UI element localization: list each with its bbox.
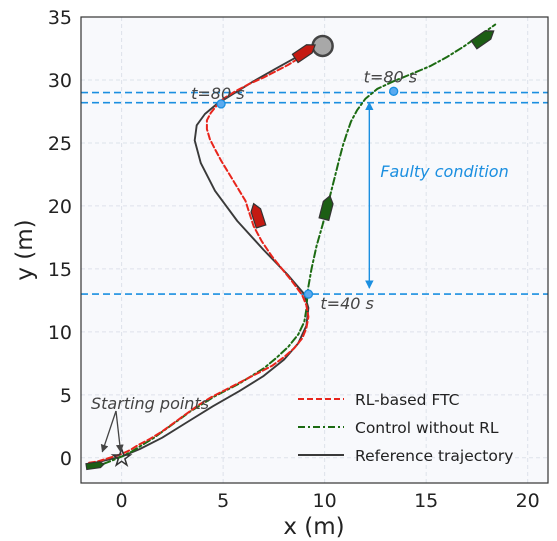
target-marker (311, 34, 334, 58)
starting-point-arrow (115, 410, 124, 453)
vessel-marker (318, 194, 334, 222)
x-tick-label: 5 (217, 490, 229, 512)
vessel-marker (250, 202, 267, 229)
y-tick-label: 15 (48, 259, 72, 281)
plot-frame (80, 16, 549, 484)
faulty-condition-label: Faulty condition (380, 162, 508, 181)
event-lines (81, 91, 548, 295)
y-tick-label: 5 (60, 385, 72, 407)
x-axis-title: x (m) (283, 514, 344, 540)
start-star-marker (110, 446, 133, 468)
y-tick-label: 25 (48, 133, 72, 155)
y-tick-label: 20 (48, 196, 72, 218)
x-tick-label: 0 (116, 490, 128, 512)
series-line-rl-based-ftc (88, 36, 330, 464)
vessel-marker (291, 44, 316, 64)
event-marker (216, 99, 226, 109)
event-label: t=40 s (320, 294, 373, 313)
y-tick-label: 10 (48, 322, 72, 344)
legend: RL-based FTC Control without RL Reference … (298, 391, 513, 465)
x-tick-label: 10 (313, 490, 337, 512)
event-marker (389, 86, 399, 96)
vessel-marker (470, 30, 495, 50)
event-label: t=80 s (364, 67, 417, 86)
legend-label: RL-based FTC (355, 391, 459, 409)
legend-label: Control without RL (355, 419, 499, 437)
tick-labels: 0 5 10 15 20 0 5 10 15 20 25 30 35 (48, 7, 540, 512)
start-vessel-marker (85, 461, 105, 471)
event-marker (303, 289, 314, 299)
event-label: t=80 s (191, 84, 244, 103)
overlay-group: t=80 s t=80 s t=40 s Faulty condition Starti… (85, 30, 509, 471)
y-tick-label: 35 (48, 7, 72, 29)
plot-background (81, 17, 548, 483)
x-tick-label: 20 (516, 490, 540, 512)
x-tick-label: 15 (414, 490, 438, 512)
starting-point-arrow (100, 410, 117, 453)
legend-label: Reference trajectory (355, 447, 513, 465)
starting-points-label: Starting points (91, 394, 209, 413)
y-tick-label: 0 (60, 448, 72, 470)
y-tick-label: 30 (48, 70, 72, 92)
y-axis-title: y (m) (12, 219, 38, 280)
